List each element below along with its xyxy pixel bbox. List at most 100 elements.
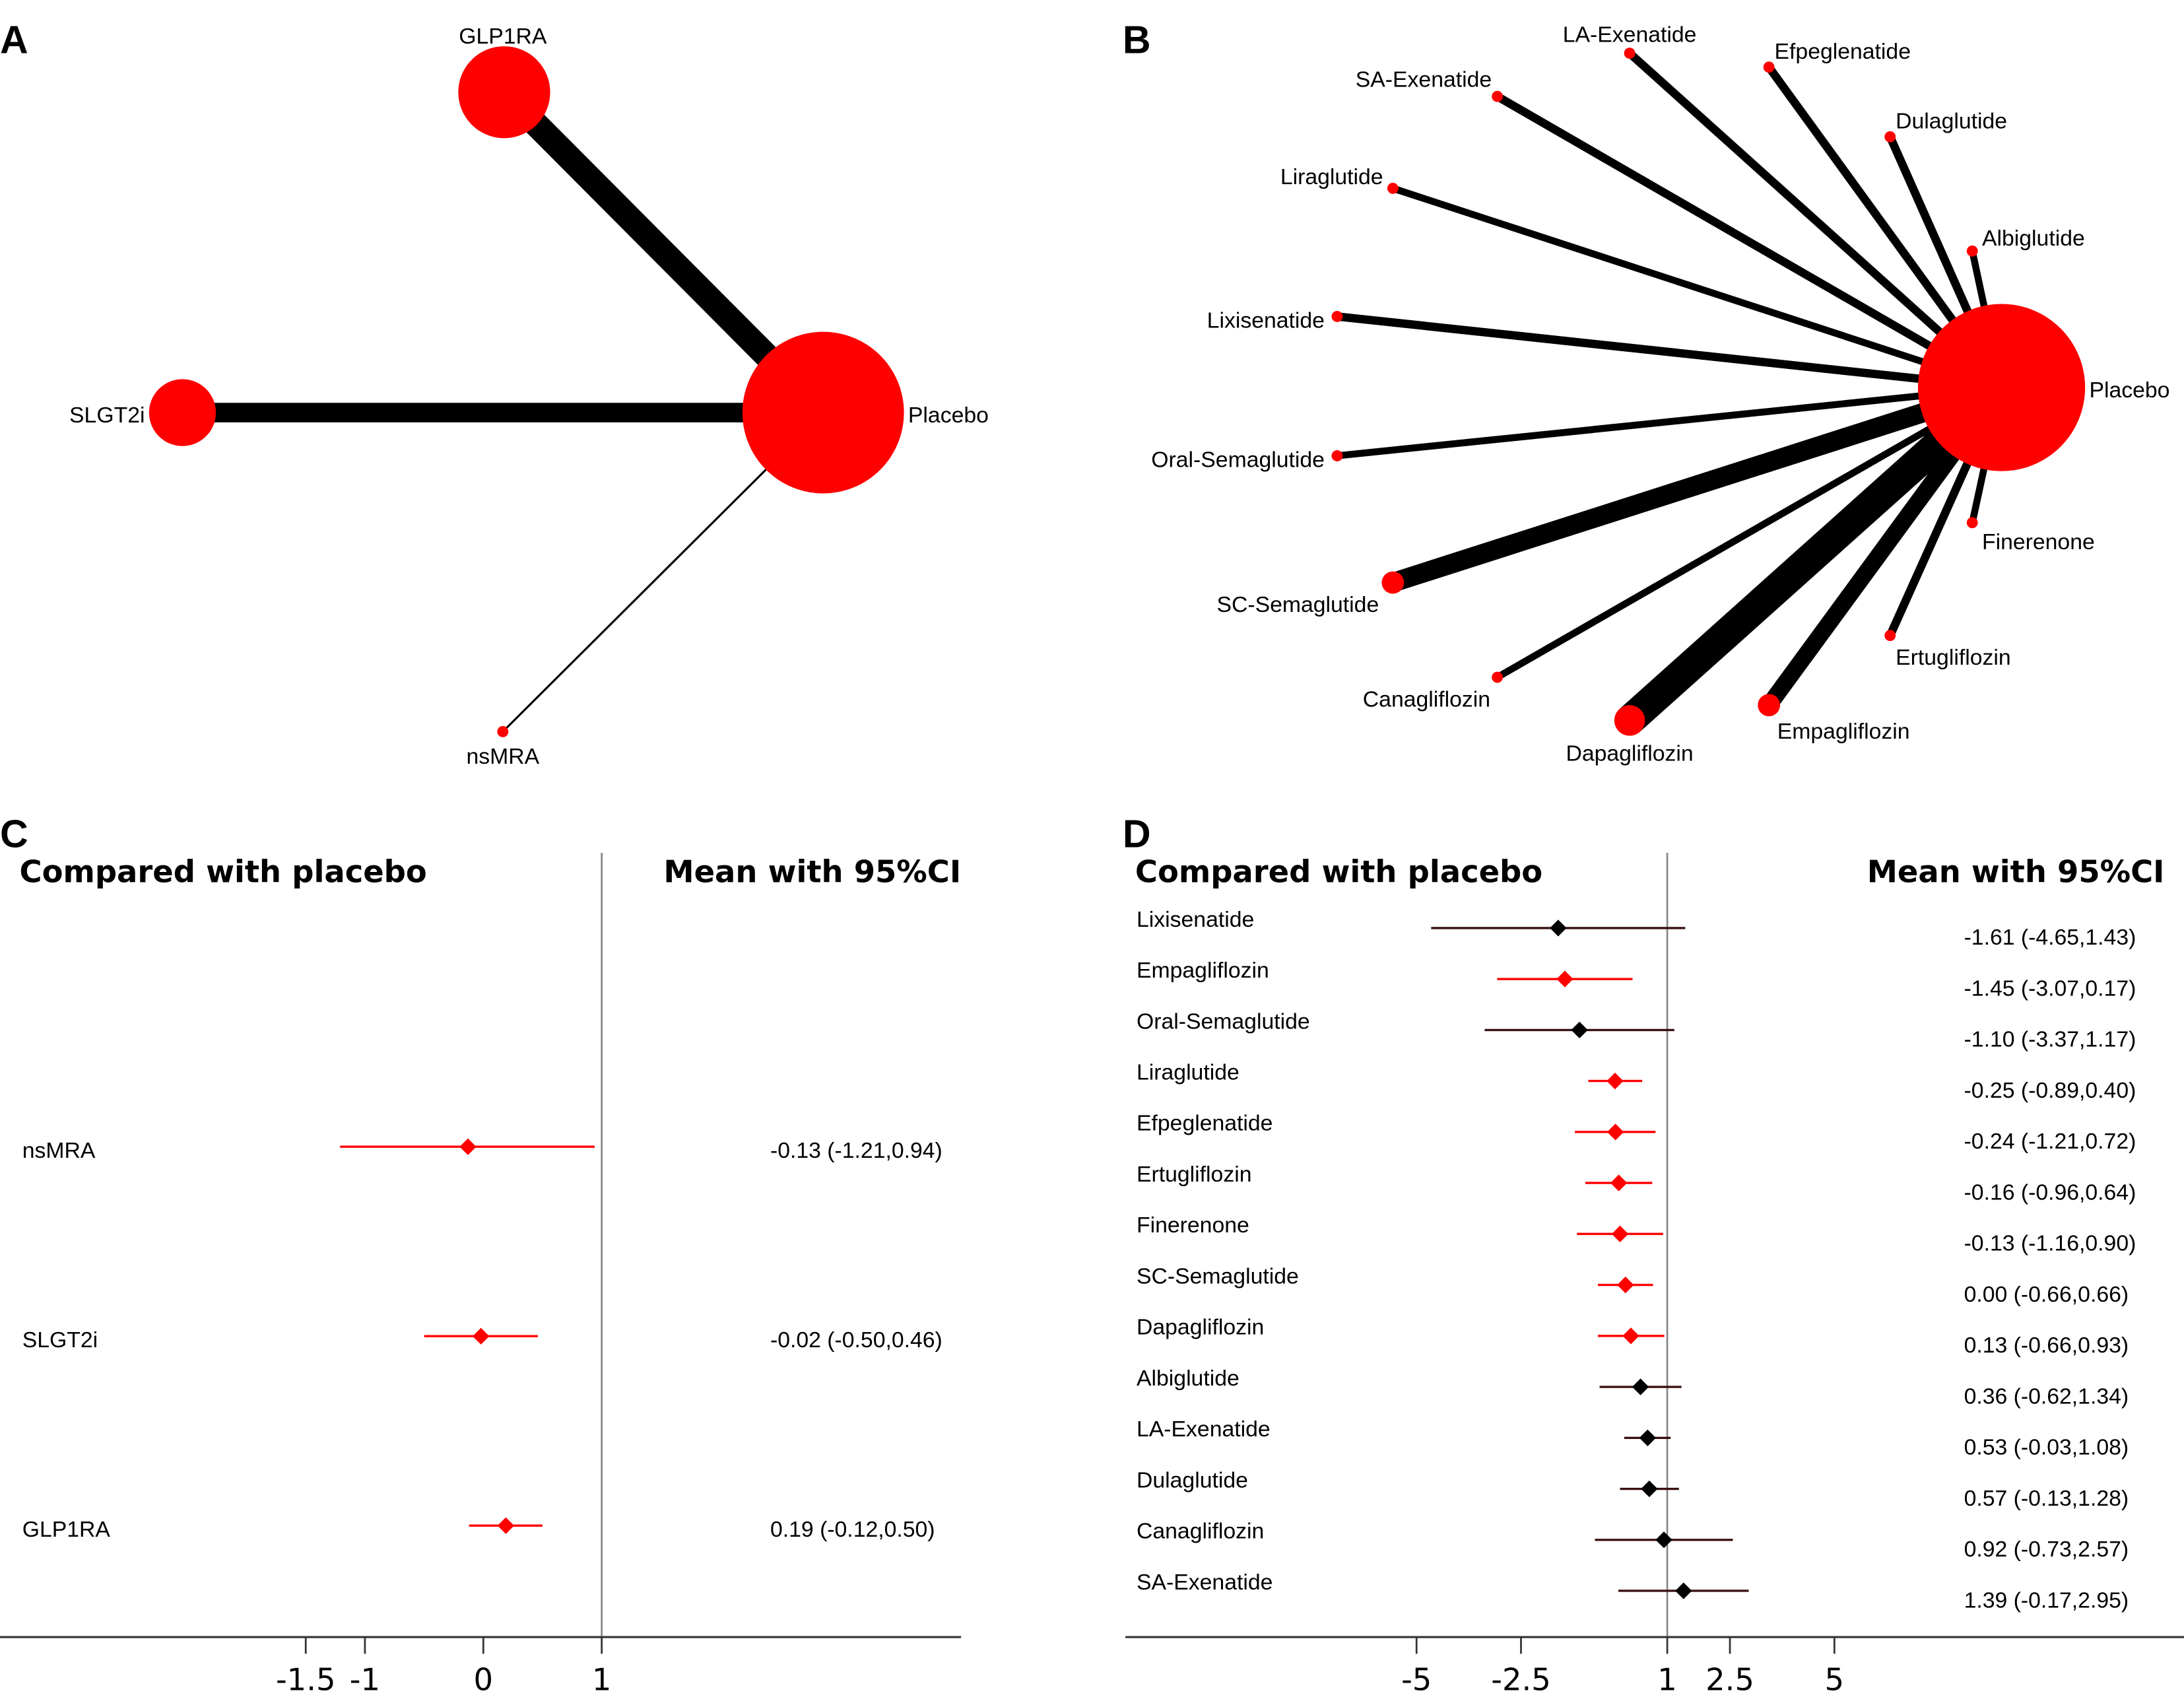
row-value: 1.39 (-0.17,2.95) (1964, 1588, 2129, 1613)
point-estimate (1550, 920, 1567, 937)
point-estimate (1632, 1378, 1649, 1395)
node-label: Dapagliflozin (1566, 741, 1693, 766)
node-empagliflozin (1758, 694, 1781, 717)
point-estimate (1571, 1021, 1588, 1039)
row-label: Dulaglutide (1137, 1467, 1248, 1492)
edge-lixisenatide-placebo (1337, 312, 2002, 392)
row-value: -1.10 (-3.37,1.17) (1964, 1027, 2136, 1052)
forest-plot-d: Compared with placebo Mean with 95%CI -5 -2… (1125, 852, 2184, 1697)
node-la-exenatide (1624, 48, 1636, 59)
x-tick-label: 1 (1657, 1661, 1677, 1697)
node-label: Efpeglenatide (1775, 39, 1911, 64)
node-oral-semaglutide (1331, 450, 1343, 461)
node-ertugliflozin (1884, 630, 1896, 642)
point-estimate (497, 1517, 515, 1534)
node-label: nsMRA (467, 744, 540, 769)
node-label: Albiglutide (1982, 226, 2085, 251)
node-label: Dulaglutide (1896, 109, 2007, 134)
node-sc-semaglutide (1381, 571, 1405, 594)
node-glp1ra (458, 46, 550, 139)
row-label: Dapagliflozin (1137, 1315, 1264, 1340)
node-label: Lixisenatide (1207, 308, 1325, 333)
node-efpeglenatide (1763, 61, 1775, 73)
node-finerenone (1966, 517, 1978, 529)
node-label: Liraglutide (1280, 164, 1383, 189)
point-estimate (1622, 1327, 1639, 1345)
node-label: Oral-Semaglutide (1151, 447, 1325, 472)
node-sa-exenatide (1492, 90, 1504, 102)
point-estimate (1606, 1123, 1624, 1141)
row-label: Finerenone (1137, 1213, 1249, 1238)
forest-plot-c: Compared with placebo Mean with 95%CI -1.5… (0, 852, 962, 1697)
edge-sc-semaglutide-placebo (1389, 378, 2005, 592)
row-value: -0.24 (-1.21,0.72) (1964, 1129, 2136, 1154)
row-label: Canagliflozin (1137, 1519, 1264, 1544)
node-label: GLP1RA (459, 24, 547, 49)
row-label: Efpeglenatide (1137, 1111, 1273, 1136)
network-graph-a: Placebo GLP1RA SLGT2i nsMRA (69, 24, 989, 769)
node-dulaglutide (1884, 131, 1896, 143)
header-left: Compared with placebo (20, 854, 427, 889)
row-value: -1.61 (-4.65,1.43) (1964, 925, 2136, 950)
node-canagliflozin (1492, 671, 1504, 683)
x-tick-label: 1 (592, 1661, 612, 1697)
row-value: 0.19 (-0.12,0.50) (770, 1517, 935, 1542)
row-value: -0.16 (-0.96,0.64) (1964, 1180, 2136, 1205)
x-tick-label: -1.5 (276, 1661, 336, 1697)
network-graph-b: Placebo LA-Exenatide Efpeglenatide SA-Exena… (1151, 22, 2169, 766)
row-value: 0.57 (-0.13,1.28) (1964, 1486, 2129, 1511)
node-label: Placebo (2089, 378, 2169, 403)
row-label: Ertugliflozin (1137, 1162, 1251, 1187)
node-placebo (1917, 304, 2086, 471)
node-label: Empagliflozin (1777, 719, 1910, 744)
node-label: SC-Semaglutide (1216, 592, 1379, 617)
row-label: SA-Exenatide (1137, 1570, 1273, 1595)
node-dapagliflozin (1614, 705, 1645, 736)
edge-oral-semaglutide-placebo (1337, 384, 2002, 459)
row-value: 0.00 (-0.66,0.66) (1964, 1282, 2129, 1307)
x-tick-label: -2.5 (1491, 1661, 1551, 1697)
panel-label-b: B (1123, 18, 1151, 62)
row-label: Albiglutide (1137, 1366, 1240, 1391)
node-liraglutide (1387, 182, 1399, 194)
node-label: Placebo (908, 403, 989, 428)
point-estimate (1675, 1582, 1692, 1599)
point-estimate (1641, 1480, 1658, 1498)
edge-liraglutide-placebo (1391, 185, 2003, 391)
point-estimate (1617, 1276, 1634, 1294)
row-value: 0.92 (-0.73,2.57) (1964, 1537, 2129, 1562)
node-placebo (742, 331, 904, 494)
point-estimate (1611, 1225, 1629, 1242)
x-tick-label: -1 (350, 1661, 380, 1697)
row-value: 0.13 (-0.66,0.93) (1964, 1333, 2129, 1358)
row-label: SLGT2i (22, 1327, 98, 1353)
node-nsmra (497, 725, 509, 737)
point-estimate (1556, 970, 1573, 987)
row-value: -0.02 (-0.50,0.46) (770, 1327, 943, 1353)
row-value: -0.13 (-1.21,0.94) (770, 1138, 943, 1163)
node-lixisenatide (1331, 311, 1343, 322)
point-estimate (1655, 1531, 1672, 1549)
panel-label-d: D (1123, 813, 1151, 856)
point-estimate (1610, 1174, 1628, 1191)
x-tick-label: 5 (1825, 1661, 1845, 1697)
row-label: nsMRA (22, 1138, 96, 1163)
row-value: -0.13 (-1.16,0.90) (1964, 1231, 2136, 1256)
point-estimate (1606, 1072, 1624, 1090)
edge-sa-exenatide-placebo (1495, 92, 2004, 391)
header-left: Compared with placebo (1135, 854, 1542, 889)
node-label: Canagliflozin (1363, 686, 1490, 712)
panel-label-a: A (0, 18, 28, 62)
node-label: Ertugliflozin (1896, 645, 2010, 670)
node-label: LA-Exenatide (1563, 22, 1697, 48)
point-estimate (1639, 1429, 1656, 1446)
row-value: 0.53 (-0.03,1.08) (1964, 1435, 2129, 1460)
row-label: Liraglutide (1137, 1060, 1240, 1085)
row-label: Oral-Semaglutide (1137, 1009, 1310, 1034)
row-label: LA-Exenatide (1137, 1417, 1271, 1442)
row-label: GLP1RA (22, 1517, 111, 1542)
node-albiglutide (1966, 245, 1978, 257)
point-estimate (459, 1138, 477, 1155)
node-label: SA-Exenatide (1356, 67, 1492, 92)
